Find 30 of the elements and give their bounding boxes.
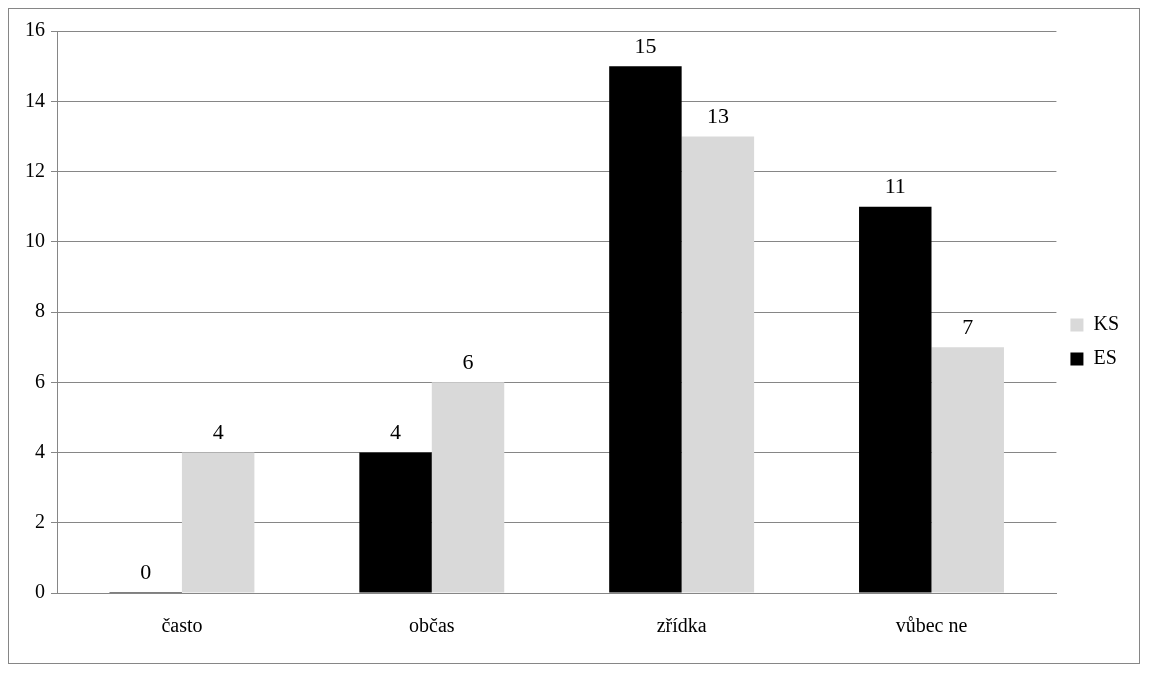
data-label: 4 <box>390 419 402 445</box>
x-tick-label: občas <box>409 614 455 637</box>
y-tick-label: 14 <box>25 88 45 111</box>
data-label: 6 <box>462 349 474 375</box>
legend-label: ES <box>1093 346 1117 369</box>
bar <box>359 452 432 593</box>
y-tick-label: 12 <box>25 158 45 181</box>
x-tick-label: vůbec ne <box>895 614 968 637</box>
data-label: 13 <box>706 103 729 129</box>
y-tick-label: 0 <box>35 580 45 603</box>
x-tick-label: často <box>161 614 203 637</box>
data-label: 15 <box>634 32 657 58</box>
data-label: 0 <box>140 558 152 584</box>
bar <box>931 347 1004 593</box>
bar <box>609 66 682 593</box>
data-label: 7 <box>962 313 974 339</box>
data-label: 11 <box>884 173 906 199</box>
bar <box>681 136 755 593</box>
y-tick-label: 10 <box>25 229 45 251</box>
legend-label: KS <box>1093 312 1120 335</box>
bar <box>859 206 932 593</box>
y-tick-label: 8 <box>35 299 45 322</box>
bar <box>431 382 505 593</box>
bar <box>181 452 255 593</box>
y-tick-label: 16 <box>25 18 45 41</box>
data-label: 4 <box>212 419 224 445</box>
y-tick-label: 6 <box>35 369 45 392</box>
y-tick-label: 4 <box>35 439 45 462</box>
y-tick-label: 2 <box>35 510 45 532</box>
x-tick-label: zřídka <box>656 614 707 637</box>
